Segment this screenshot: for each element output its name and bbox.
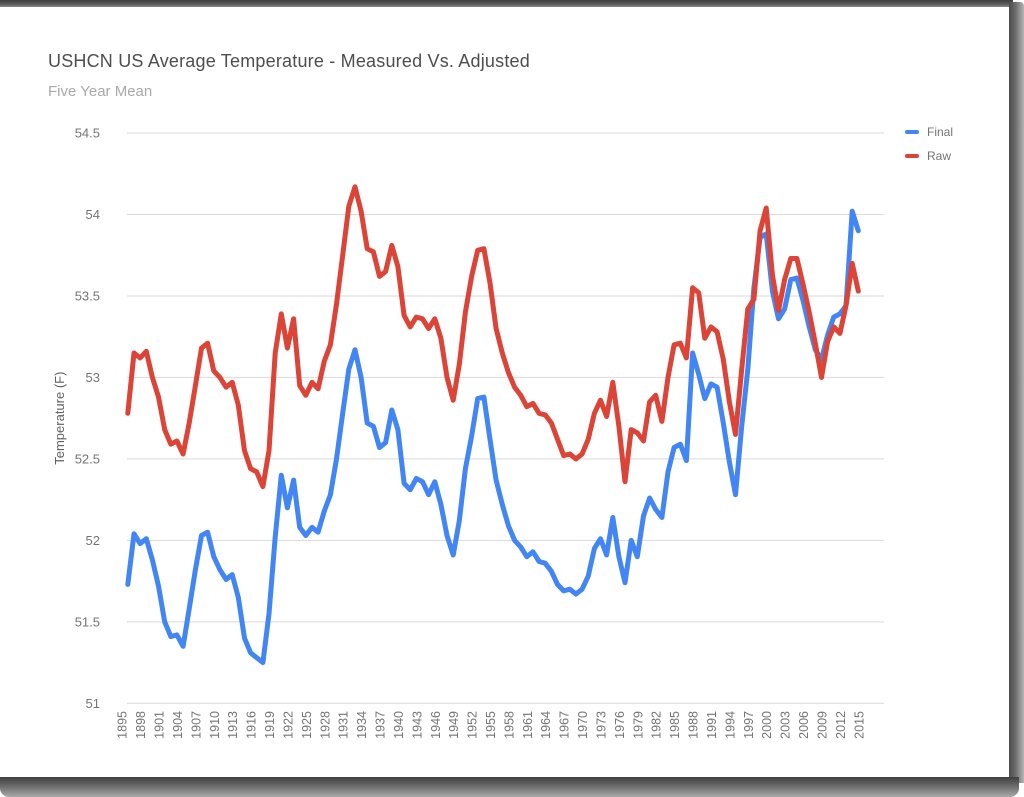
- x-tick-label: 1913: [226, 711, 240, 739]
- x-tick-label: 1904: [171, 711, 185, 739]
- x-tick-label: 1916: [245, 711, 259, 739]
- x-tick-label: 1973: [594, 711, 608, 739]
- x-tick-label: 1928: [318, 711, 332, 739]
- y-tick-label: 54: [86, 207, 100, 222]
- series-line-raw: [125, 184, 861, 490]
- x-tick-label: 1940: [392, 711, 406, 739]
- legend-item-raw: Raw: [905, 149, 953, 163]
- x-tick-label: 1997: [742, 711, 756, 739]
- chart-title: USHCN US Average Temperature - Measured …: [48, 51, 530, 71]
- x-tick-label: 2003: [779, 711, 793, 739]
- y-tick-label: 52.5: [75, 451, 100, 466]
- y-tick-label: 51: [86, 696, 100, 711]
- x-tick-label: 1919: [263, 711, 277, 739]
- x-tick-label: 1955: [484, 711, 498, 739]
- x-tick-label: 2015: [852, 711, 866, 739]
- legend-item-final: Final: [905, 125, 953, 139]
- x-tick-label: 1970: [576, 711, 590, 739]
- x-tick-label: 1934: [355, 711, 369, 739]
- x-tick-label: 1949: [447, 711, 461, 739]
- x-tick-label: 1988: [687, 711, 701, 739]
- x-tick-label: 2006: [797, 711, 811, 739]
- window-shadow-top: [0, 0, 1013, 7]
- y-tick-label: 52: [86, 533, 100, 548]
- x-tick-label: 1931: [337, 711, 351, 739]
- x-tick-label: 1985: [668, 711, 682, 739]
- y-tick-label: 54.5: [75, 126, 100, 141]
- x-tick-label: 1967: [558, 711, 572, 739]
- x-tick-label: 1952: [466, 711, 480, 739]
- x-tick-label: 1946: [429, 711, 443, 739]
- chart-subtitle: Five Year Mean: [48, 83, 153, 100]
- x-tick-label: 2012: [834, 711, 848, 739]
- x-tick-label: 1907: [189, 711, 203, 739]
- x-tick-label: 1901: [153, 711, 167, 739]
- x-tick-label: 1964: [539, 711, 553, 739]
- x-tick-label: 1910: [208, 711, 222, 739]
- x-tick-label: 1976: [613, 711, 627, 739]
- x-tick-label: 1982: [650, 711, 664, 739]
- x-tick-label: 1922: [281, 711, 295, 739]
- x-tick-label: 1958: [502, 711, 516, 739]
- x-tick-label: 2009: [815, 711, 829, 739]
- y-tick-label: 53.5: [75, 288, 100, 303]
- chart-card: [0, 7, 1009, 777]
- x-tick-label: 1937: [374, 711, 388, 739]
- chart-legend: Final Raw: [905, 125, 953, 173]
- y-tick-label: 51.5: [75, 614, 100, 629]
- x-tick-label: 1898: [134, 711, 148, 739]
- x-tick-label: 1943: [410, 711, 424, 739]
- x-tick-label: 1991: [705, 711, 719, 739]
- x-tick-label: 1994: [723, 711, 737, 739]
- y-tick-label: 53: [86, 370, 100, 385]
- legend-label: Raw: [927, 149, 952, 163]
- x-tick-label: 1925: [300, 711, 314, 739]
- legend-line-swatch-final: [905, 130, 919, 134]
- x-tick-label: 1895: [116, 711, 130, 739]
- x-tick-label: 1979: [631, 711, 645, 739]
- legend-label: Final: [927, 125, 954, 139]
- x-tick-label: 1961: [521, 711, 535, 739]
- window-shadow-right: [1009, 2, 1024, 783]
- window-shadow-bottom: [0, 777, 1019, 797]
- legend-line-swatch-raw: [905, 154, 919, 158]
- series-line-final: [125, 208, 861, 666]
- y-axis-title: Temperature (F): [52, 372, 67, 465]
- x-tick-label: 2000: [760, 711, 774, 739]
